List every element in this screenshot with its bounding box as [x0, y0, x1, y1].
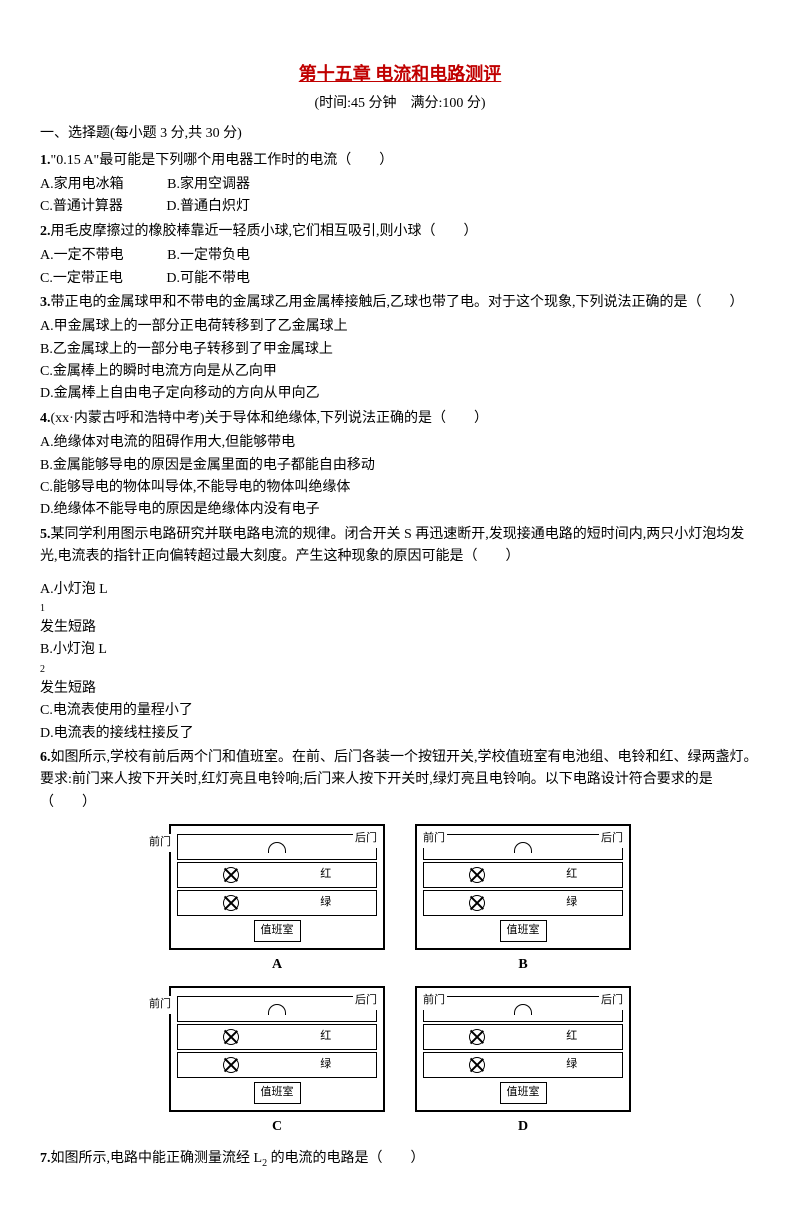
q5-opt-a: A.小灯泡 L1 发生短路 — [40, 579, 760, 640]
chapter-title: 第十五章 电流和电路测评 — [40, 60, 760, 89]
q1-opt-a: A.家用电冰箱 — [40, 174, 124, 196]
exam-info: (时间:45 分钟 满分:100 分) — [40, 93, 760, 115]
q1-opt-c: C.普通计算器 — [40, 196, 123, 218]
lamp-icon — [469, 1029, 485, 1045]
q4-opt-c: C.能够导电的物体叫导体,不能导电的物体叫绝缘体 — [40, 477, 760, 499]
q3-opt-d: D.金属棒上自由电子定向移动的方向从甲向乙 — [40, 383, 760, 405]
bell-icon — [514, 1004, 532, 1015]
bell-icon — [514, 842, 532, 853]
q3-opt-a: A.甲金属球上的一部分正电荷转移到了乙金属球上 — [40, 316, 760, 338]
question-4: 4.(xx·内蒙古呼和浩特中考)关于导体和绝缘体,下列说法正确的是（ ） — [40, 408, 760, 430]
q4-opt-a: A.绝缘体对电流的阻碍作用大,但能够带电 — [40, 432, 760, 454]
q5-opt-d: D.电流表的接线柱接反了 — [40, 723, 760, 745]
q2-options-2: C.一定带正电 D.可能不带电 — [40, 268, 760, 290]
q7-text-pre: 如图所示,电路中能正确测量流经 L — [51, 1151, 263, 1166]
q1-options: A.家用电冰箱 B.家用空调器 — [40, 174, 760, 196]
q1-options-2: C.普通计算器 D.普通白炽灯 — [40, 196, 760, 218]
q2-num: 2. — [40, 224, 51, 239]
question-7: 7.如图所示,电路中能正确测量流经 L2 的电流的电路是（ ） — [40, 1148, 760, 1172]
lamp-icon — [223, 867, 239, 883]
q5-opt-b: B.小灯泡 L2 发生短路 — [40, 639, 760, 700]
q4-opt-b: B.金属能够导电的原因是金属里面的电子都能自由移动 — [40, 455, 760, 477]
circuit-b: 前门 后门 红 绿 值班室 B — [415, 824, 631, 976]
circuit-diagrams: 前门 后门 红 绿 值班室 A 前门 后门 红 绿 值班室 B — [40, 824, 760, 1138]
q2-opt-c: C.一定带正电 — [40, 268, 123, 290]
lamp-icon — [223, 1029, 239, 1045]
q2-options: A.一定不带电 B.一定带负电 — [40, 245, 760, 267]
q6-text: 如图所示,学校有前后两个门和值班室。在前、后门各装一个按钮开关,学校值班室有电池… — [40, 750, 758, 810]
q1-opt-d: D.普通白炽灯 — [166, 196, 250, 218]
question-3: 3.带正电的金属球甲和不带电的金属球乙用金属棒接触后,乙球也带了电。对于这个现象… — [40, 292, 760, 314]
q3-opt-c: C.金属棒上的瞬时电流方向是从乙向甲 — [40, 361, 760, 383]
section-1-header: 一、选择题(每小题 3 分,共 30 分) — [40, 123, 760, 145]
q4-num: 4. — [40, 411, 51, 426]
question-2: 2.用毛皮摩擦过的橡胶棒靠近一轻质小球,它们相互吸引,则小球（ ） — [40, 221, 760, 243]
lamp-icon — [469, 1057, 485, 1073]
circuit-a: 前门 后门 红 绿 值班室 A — [169, 824, 385, 976]
bell-icon — [268, 1004, 286, 1015]
bell-icon — [268, 842, 286, 853]
q5-num: 5. — [40, 527, 51, 542]
q3-options: A.甲金属球上的一部分正电荷转移到了乙金属球上 B.乙金属球上的一部分电子转移到… — [40, 316, 760, 406]
q2-text: 用毛皮摩擦过的橡胶棒靠近一轻质小球,它们相互吸引,则小球（ ） — [51, 224, 478, 239]
q7-num: 7. — [40, 1151, 51, 1166]
q3-text: 带正电的金属球甲和不带电的金属球乙用金属棒接触后,乙球也带了电。对于这个现象,下… — [51, 295, 744, 310]
q1-text: "0.15 A"最可能是下列哪个用电器工作时的电流（ ） — [51, 153, 394, 168]
lamp-icon — [223, 1057, 239, 1073]
lamp-icon — [469, 895, 485, 911]
q2-opt-b: B.一定带负电 — [167, 245, 250, 267]
q1-num: 1. — [40, 153, 51, 168]
lamp-icon — [223, 895, 239, 911]
q3-num: 3. — [40, 295, 51, 310]
circuit-d: 前门 后门 红 绿 值班室 D — [415, 986, 631, 1138]
q2-opt-a: A.一定不带电 — [40, 245, 124, 267]
q4-text: (xx·内蒙古呼和浩特中考)关于导体和绝缘体,下列说法正确的是（ ） — [51, 411, 489, 426]
q5-text: 某同学利用图示电路研究并联电路电流的规律。闭合开关 S 再迅速断开,发现接通电路… — [40, 527, 744, 564]
q5-opt-c: C.电流表使用的量程小了 — [40, 700, 760, 722]
question-6: 6.如图所示,学校有前后两个门和值班室。在前、后门各装一个按钮开关,学校值班室有… — [40, 747, 760, 814]
q5-options: A.小灯泡 L1 发生短路 B.小灯泡 L2 发生短路 C.电流表使用的量程小了… — [40, 579, 760, 745]
q7-text-post: 的电流的电路是（ ） — [267, 1151, 425, 1166]
q6-num: 6. — [40, 750, 51, 765]
q4-options: A.绝缘体对电流的阻碍作用大,但能够带电 B.金属能够导电的原因是金属里面的电子… — [40, 432, 760, 522]
question-5: 5.某同学利用图示电路研究并联电路电流的规律。闭合开关 S 再迅速断开,发现接通… — [40, 524, 760, 569]
question-1: 1."0.15 A"最可能是下列哪个用电器工作时的电流（ ） — [40, 150, 760, 172]
lamp-icon — [469, 867, 485, 883]
q4-opt-d: D.绝缘体不能导电的原因是绝缘体内没有电子 — [40, 499, 760, 521]
q2-opt-d: D.可能不带电 — [166, 268, 250, 290]
circuit-c: 前门 后门 红 绿 值班室 C — [169, 986, 385, 1138]
q3-opt-b: B.乙金属球上的一部分电子转移到了甲金属球上 — [40, 339, 760, 361]
q1-opt-b: B.家用空调器 — [167, 174, 250, 196]
